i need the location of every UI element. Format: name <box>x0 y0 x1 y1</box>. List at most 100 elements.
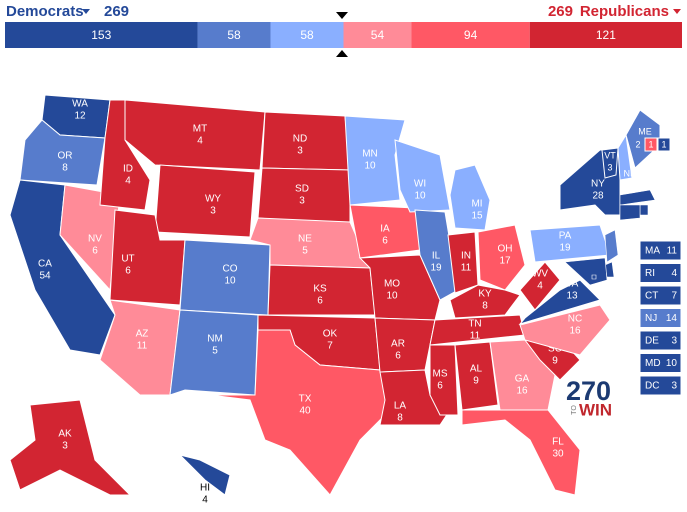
dem-caret[interactable] <box>82 9 90 14</box>
state[interactable] <box>209 329 391 496</box>
state[interactable] <box>519 304 611 356</box>
dem-total: 269 <box>104 3 129 20</box>
state-votes: 6 <box>125 266 131 277</box>
state-votes: 3 <box>62 441 68 452</box>
state-votes: 12 <box>74 111 86 122</box>
state[interactable] <box>414 209 459 301</box>
state[interactable] <box>9 399 132 496</box>
state-votes: 4 <box>627 180 632 190</box>
state-abbr: AZ <box>136 329 149 340</box>
state[interactable] <box>19 119 106 186</box>
midpoint-marker <box>336 50 348 57</box>
state-votes: 7 <box>327 341 333 352</box>
state-votes: 3 <box>297 146 303 157</box>
state-votes: 4 <box>125 176 131 187</box>
state-abbr: MO <box>384 279 400 290</box>
bar-segment <box>411 22 530 48</box>
dem-party[interactable]: Democrats <box>6 3 84 20</box>
state-abbr: SC <box>548 344 562 355</box>
state[interactable] <box>619 204 641 221</box>
state[interactable] <box>477 224 526 291</box>
bar-label: 54 <box>371 28 385 42</box>
state-votes: 10 <box>414 191 426 202</box>
state-abbr: MD <box>645 358 661 369</box>
state-abbr: HI <box>200 483 210 494</box>
state-votes: 6 <box>317 296 323 307</box>
state[interactable] <box>124 99 266 171</box>
logo-small: TO <box>571 405 578 415</box>
state[interactable] <box>178 454 231 496</box>
state[interactable] <box>619 189 656 206</box>
state[interactable] <box>564 257 608 286</box>
state[interactable] <box>519 261 561 311</box>
state-votes: 11 <box>667 246 678 257</box>
state-abbr: VA <box>566 279 579 290</box>
bar-label: 58 <box>300 28 314 42</box>
state[interactable] <box>639 204 649 216</box>
state[interactable] <box>461 409 581 496</box>
state-votes: 3 <box>607 162 612 172</box>
state[interactable] <box>374 317 436 373</box>
state-votes: 13 <box>566 291 578 302</box>
state-box[interactable] <box>639 308 682 328</box>
state[interactable] <box>379 369 451 426</box>
state-abbr: MT <box>193 124 207 135</box>
state-box[interactable] <box>639 353 682 373</box>
state[interactable] <box>449 284 521 319</box>
state-abbr: IN <box>461 251 471 262</box>
state-votes: 6 <box>395 351 401 362</box>
state[interactable] <box>518 279 601 325</box>
state-votes: 28 <box>592 191 604 202</box>
state-votes: 3 <box>671 381 677 392</box>
state-abbr: CT <box>645 291 658 302</box>
state[interactable] <box>344 115 406 206</box>
state[interactable] <box>617 133 633 181</box>
state-votes: 11 <box>470 331 481 342</box>
state-votes: 40 <box>299 406 311 417</box>
district-box[interactable] <box>657 137 671 152</box>
state[interactable] <box>454 341 499 411</box>
district-votes: 1 <box>661 139 666 149</box>
state[interactable] <box>449 164 491 231</box>
state[interactable] <box>625 109 661 169</box>
state[interactable] <box>429 344 459 416</box>
district-box[interactable] <box>644 137 658 152</box>
state[interactable] <box>169 309 259 396</box>
state[interactable] <box>591 274 597 280</box>
state-box[interactable] <box>639 375 682 396</box>
state-abbr: NM <box>207 334 223 345</box>
state-votes: 9 <box>552 356 558 367</box>
state-box[interactable] <box>639 240 682 261</box>
state-abbr: VT <box>604 150 616 160</box>
state-votes: 3 <box>210 206 216 217</box>
state-abbr: MI <box>471 199 482 210</box>
state[interactable] <box>154 164 256 238</box>
rep-party[interactable]: Republicans <box>580 3 669 20</box>
state-votes: 14 <box>666 313 678 324</box>
state-abbr: MS <box>433 369 448 380</box>
state-box[interactable] <box>639 285 682 306</box>
state-votes: 5 <box>302 246 308 257</box>
state-box[interactable] <box>639 330 682 351</box>
state-votes: 11 <box>461 263 472 274</box>
state-abbr: OR <box>58 151 73 162</box>
bar-label: 153 <box>91 28 111 42</box>
state-abbr: ND <box>293 134 307 145</box>
logo-word: WIN <box>579 400 612 419</box>
state-abbr: TN <box>468 319 481 330</box>
state-abbr: IA <box>380 224 390 235</box>
rep-caret[interactable] <box>673 9 681 14</box>
state-votes: 4 <box>537 281 543 292</box>
state[interactable] <box>601 147 619 179</box>
state-abbr: ME <box>638 126 652 136</box>
state-abbr: KS <box>313 284 327 295</box>
state-abbr: NY <box>591 179 605 190</box>
state-box[interactable] <box>639 263 682 283</box>
state-votes: 10 <box>666 358 678 369</box>
state-votes: 8 <box>397 413 403 424</box>
state-votes: 7 <box>671 291 677 302</box>
logo-number: 270 <box>566 376 611 406</box>
state-abbr: ID <box>123 164 133 175</box>
state-abbr: WV <box>532 269 548 280</box>
state[interactable] <box>604 229 619 263</box>
